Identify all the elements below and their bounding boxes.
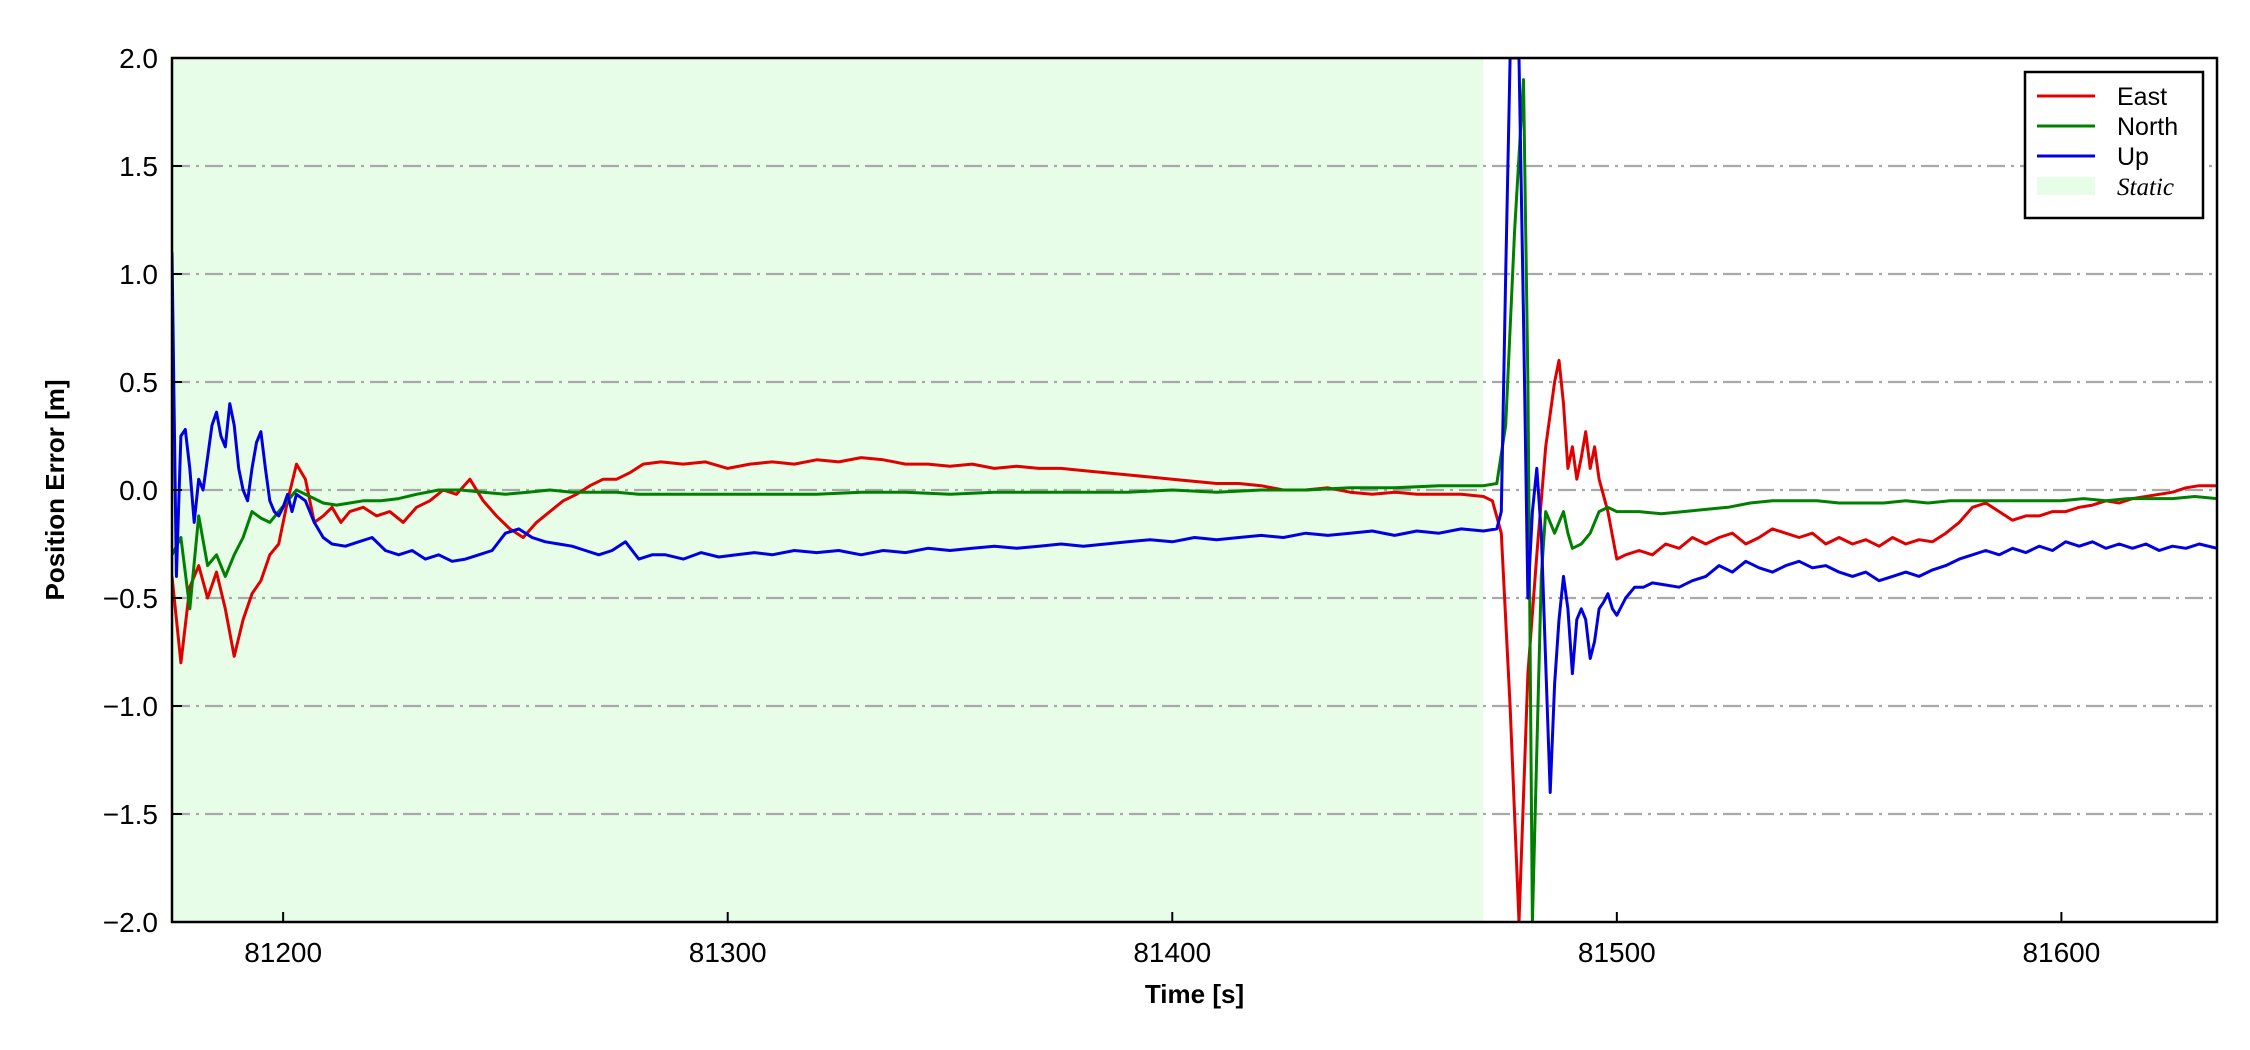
- series-line-up: [172, 58, 2217, 794]
- y-tick-label: −0.5: [103, 583, 158, 614]
- y-tick-label: 1.5: [119, 151, 158, 182]
- x-axis-ticks: 81200 81300 81400 81500 81600: [244, 912, 2100, 968]
- y-axis-title: Position Error [m]: [40, 379, 70, 600]
- legend-box: [2023, 70, 2205, 220]
- y-tick-label: −2.0: [103, 907, 158, 938]
- y-tick-label: 0.0: [119, 475, 158, 506]
- y-tick-label: 1.0: [119, 259, 158, 290]
- y-axis-ticks: 2.0 1.5 1.0 0.5 0.0 −0.5 −1.0 −1.5 −2.0: [103, 43, 182, 938]
- x-tick-label: 81500: [1578, 937, 1656, 968]
- y-tick-label: 2.0: [119, 43, 158, 74]
- legend-label-static: Static: [2117, 174, 2174, 201]
- y-tick-label: 0.5: [119, 367, 158, 398]
- x-axis-title: Time [s]: [1145, 979, 1244, 1009]
- legend-label-north: North: [2117, 113, 2178, 141]
- series-line-north: [172, 78, 2217, 922]
- x-tick-label: 81400: [1133, 937, 1211, 968]
- legend-swatch-static: [2037, 177, 2095, 195]
- series-lines: [172, 58, 2217, 922]
- legend-label-east: East: [2117, 83, 2167, 111]
- y-tick-label: −1.0: [103, 691, 158, 722]
- grid-lines: [172, 164, 2217, 816]
- x-tick-label: 81200: [244, 937, 322, 968]
- x-tick-label: 81600: [2022, 937, 2100, 968]
- x-tick-label: 81300: [689, 937, 767, 968]
- legend-label-up: Up: [2117, 143, 2149, 171]
- y-tick-label: −1.5: [103, 799, 158, 830]
